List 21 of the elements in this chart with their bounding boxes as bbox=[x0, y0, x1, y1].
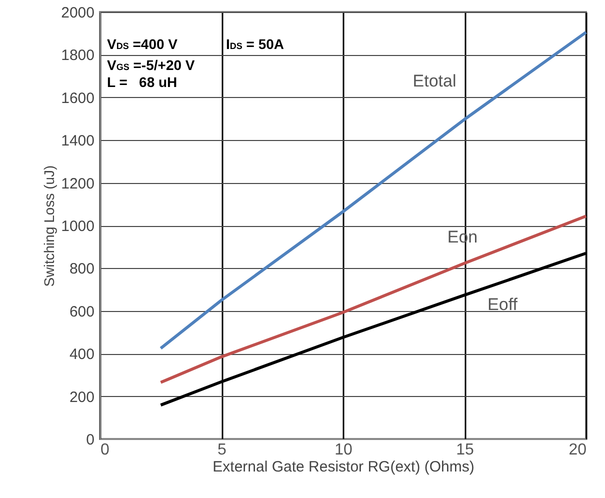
x-tick-label: 5 bbox=[218, 442, 227, 458]
y-tick-label: 1800 bbox=[61, 47, 94, 64]
y-tick-label: 1400 bbox=[61, 132, 94, 150]
x-tick-label: 10 bbox=[334, 442, 352, 458]
y-tick-label: 400 bbox=[69, 346, 94, 364]
x-axis-title: External Gate Resistor RG(ext) (Ohms) bbox=[212, 458, 474, 476]
x-tick-label: 0 bbox=[100, 442, 110, 458]
line-series bbox=[159, 214, 588, 384]
y-tick-label: 1200 bbox=[61, 175, 94, 192]
x-tick-label: 20 bbox=[568, 442, 587, 458]
annotation: L = 68 uH bbox=[107, 74, 178, 91]
y-tick-label: 2000 bbox=[61, 4, 94, 22]
y-tick-label: 200 bbox=[69, 388, 94, 406]
series-label: Etotal bbox=[412, 71, 456, 90]
y-axis-title: Switching Loss (uJ) bbox=[41, 165, 58, 287]
y-tick-label: 1000 bbox=[61, 218, 94, 235]
y-tick-label: 800 bbox=[69, 260, 94, 278]
x-tick-label: 15 bbox=[456, 442, 474, 458]
y-tick-label: 600 bbox=[69, 303, 94, 320]
series-label: Eoff bbox=[488, 295, 518, 314]
y-tick-label: 1600 bbox=[61, 90, 94, 107]
